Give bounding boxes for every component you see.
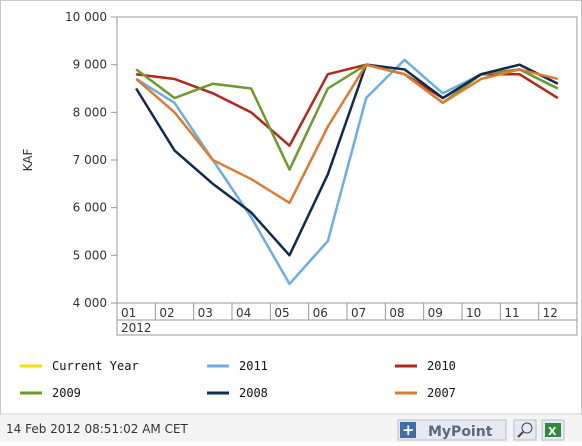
svg-text:X: X: [548, 425, 557, 438]
x-tick-label: 02: [159, 306, 174, 320]
y-tick-label: 4 000: [73, 296, 107, 310]
legend-label: 2008: [239, 386, 268, 400]
x-tick-label: 04: [236, 306, 251, 320]
x-tick-label: 10: [466, 306, 481, 320]
plot-area: [116, 16, 578, 304]
y-tick-label: 6 000: [73, 201, 107, 215]
legend-label: 2009: [52, 386, 81, 400]
legend-label: 2010: [427, 359, 456, 373]
series-line: [135, 63, 559, 257]
y-tick-label: 5 000: [73, 248, 107, 262]
button-label[interactable]: MyPoint: [428, 424, 493, 440]
x-tick-label: 05: [274, 306, 289, 320]
legend-label: Current Year: [52, 359, 139, 373]
x-tick-label: 08: [389, 306, 404, 320]
y-tick-label: 8 000: [73, 105, 107, 119]
zoom-button[interactable]: [513, 419, 537, 441]
x-tick-label: 01: [121, 306, 136, 320]
x-tick-label: 09: [428, 306, 443, 320]
svg-text:+: +: [402, 421, 415, 439]
excel-button[interactable]: X: [541, 419, 565, 441]
series-line: [135, 63, 559, 205]
mypoint-button[interactable]: + MyPoint: [397, 419, 507, 441]
x-tick-label: 12: [543, 306, 558, 320]
x-tick-label: 06: [313, 306, 328, 320]
timestamp: 14 Feb 2012 08:51:02 AM CET: [6, 422, 189, 436]
x-tick-label: 11: [504, 306, 519, 320]
x-tick-label: 03: [198, 306, 213, 320]
legend-label: 2011: [239, 359, 268, 373]
y-tick-label: 7 000: [73, 153, 107, 167]
x-tick-label: 07: [351, 306, 366, 320]
y-tick-label: 9 000: [73, 58, 107, 72]
legend-label: 2007: [427, 386, 456, 400]
year-label: 2012: [121, 321, 152, 335]
y-tick-label: 10 000: [65, 10, 107, 24]
y-axis-label: KAF: [21, 149, 35, 172]
